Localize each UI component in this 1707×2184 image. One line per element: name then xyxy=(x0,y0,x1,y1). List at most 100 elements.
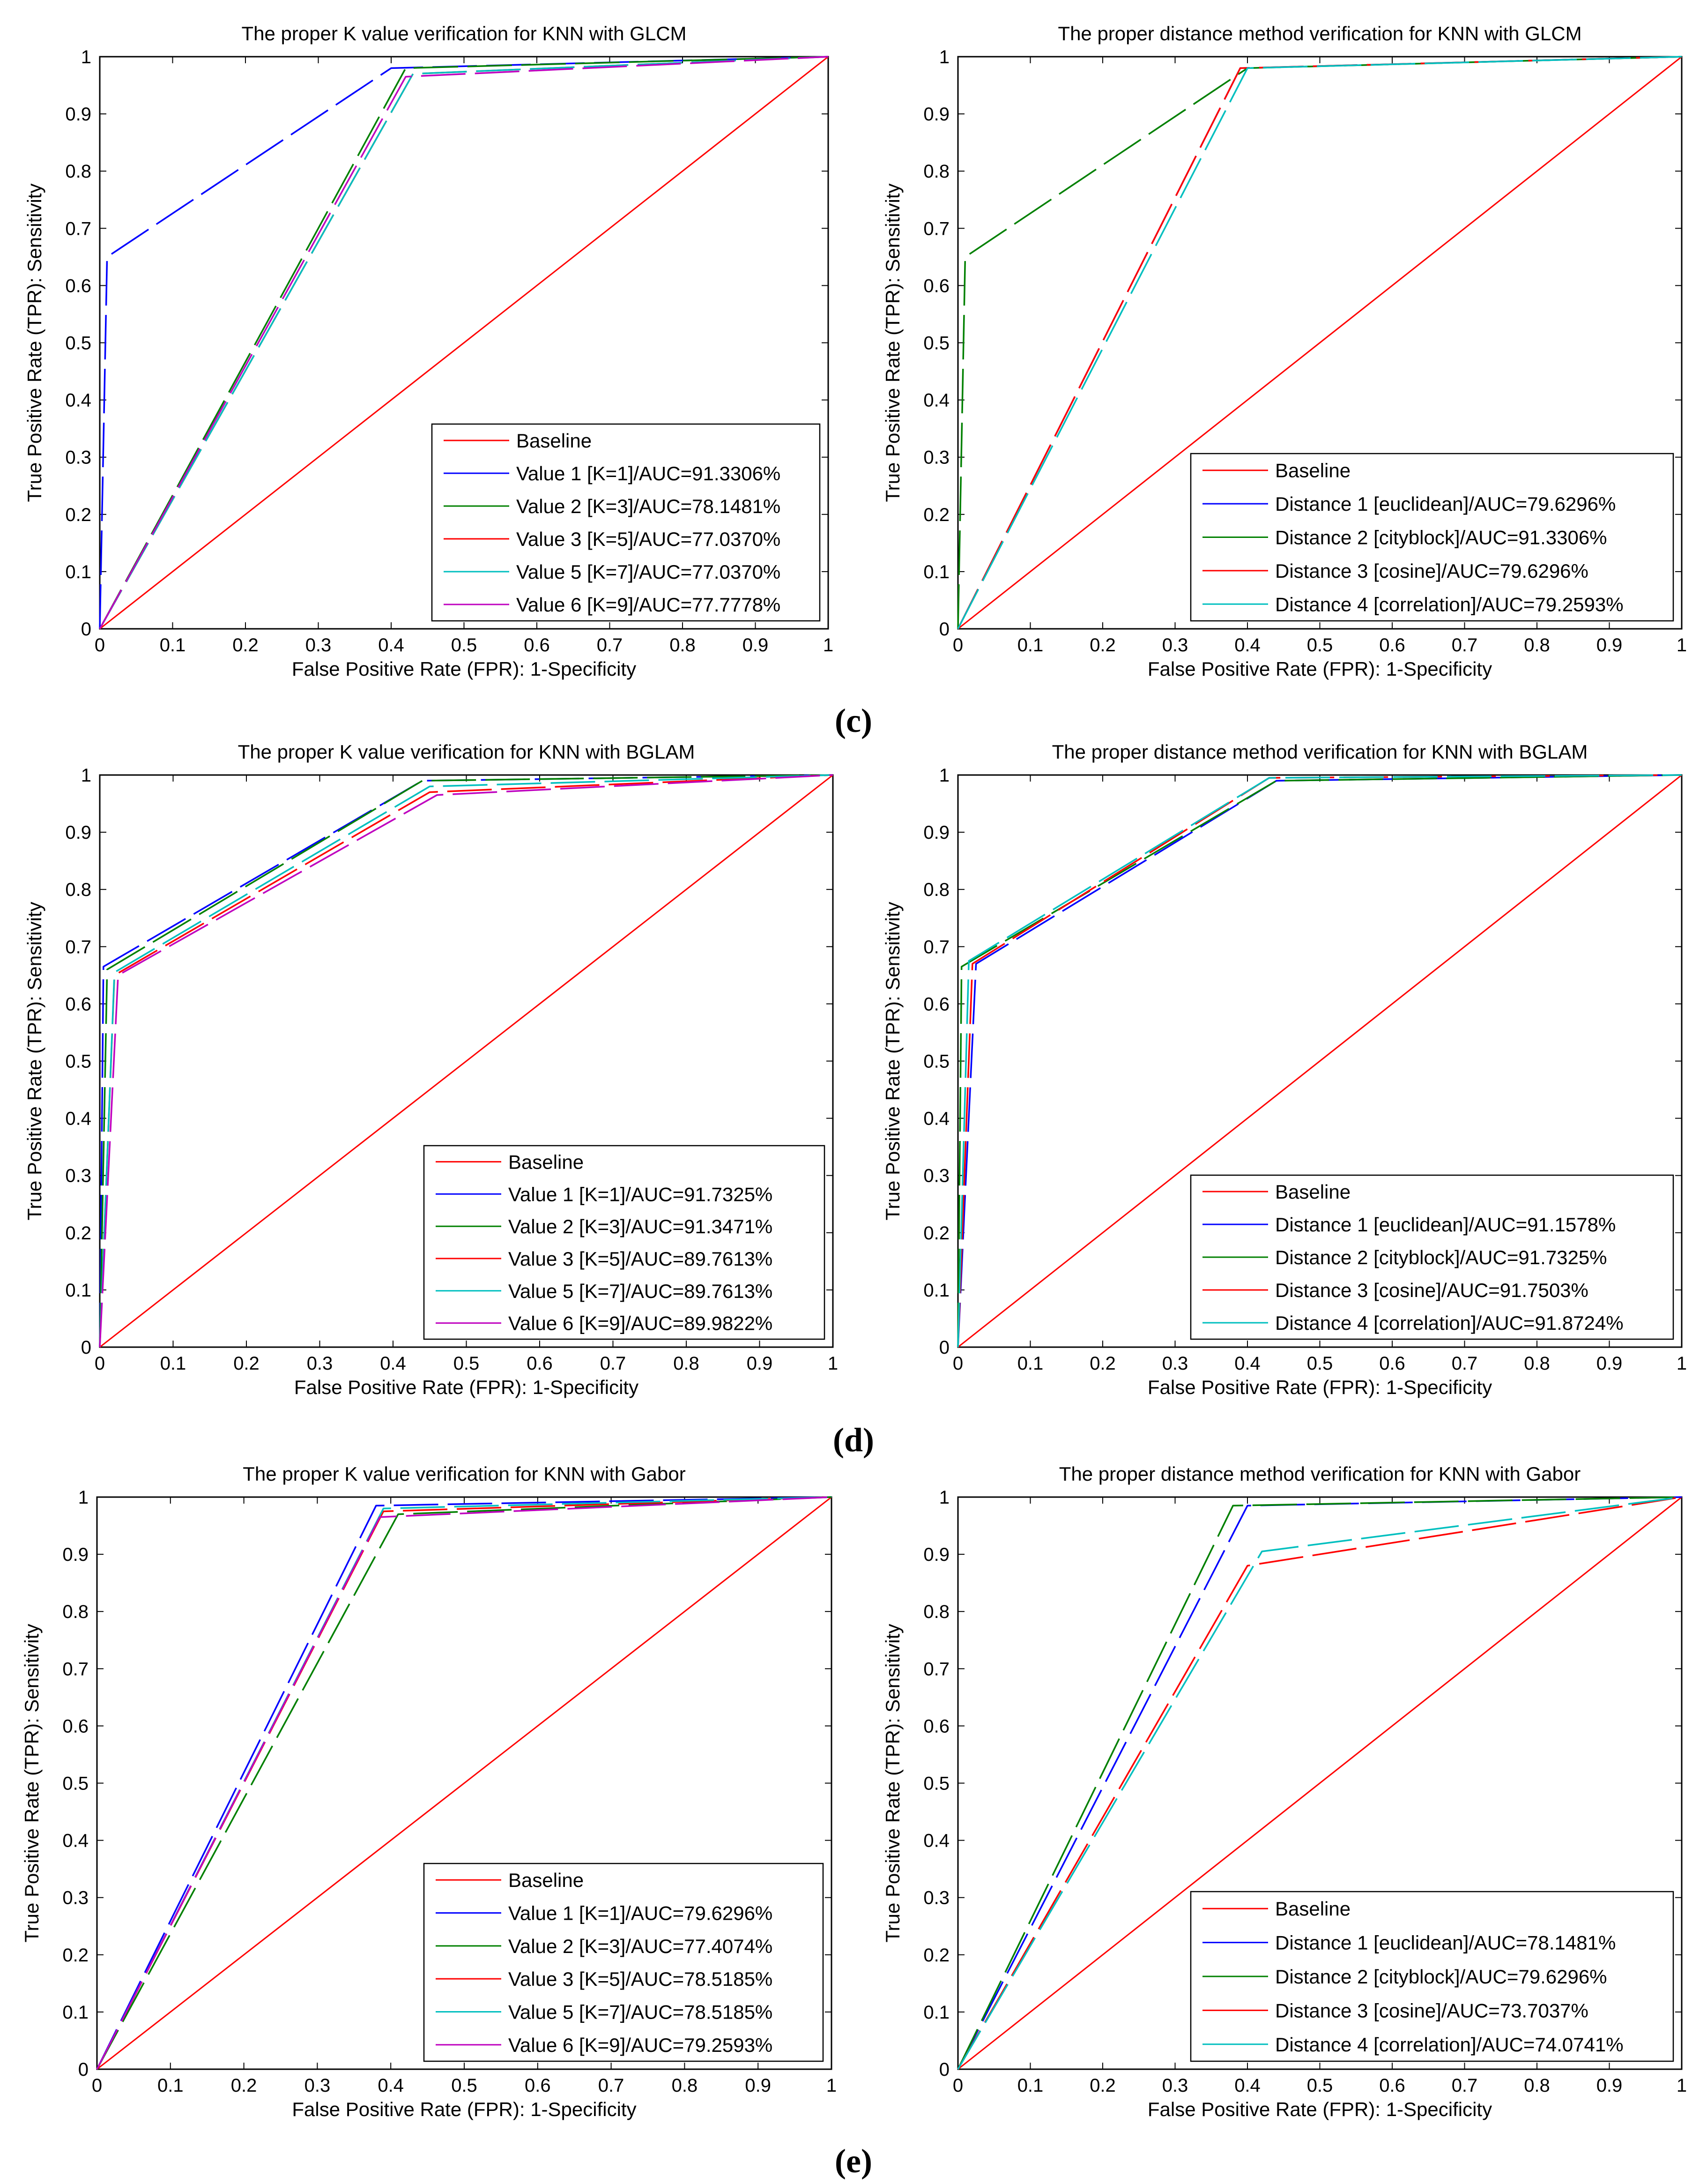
legend-entry: Baseline xyxy=(508,1869,584,1891)
x-tick-label: 0.5 xyxy=(451,635,477,656)
y-tick-label: 0.1 xyxy=(62,2002,89,2023)
x-tick-label: 1 xyxy=(826,2075,837,2096)
x-tick-label: 0.1 xyxy=(1017,2075,1044,2096)
y-tick-label: 0.2 xyxy=(65,1223,91,1244)
y-tick-label: 0.4 xyxy=(923,1831,950,1851)
series-line-5 xyxy=(96,1496,832,2070)
y-tick-label: 0.6 xyxy=(923,994,950,1014)
x-tick-label: 0.6 xyxy=(1379,2075,1405,2096)
x-tick-label: 0.4 xyxy=(1234,635,1261,656)
x-tick-label: 0.8 xyxy=(673,1353,699,1374)
x-tick-label: 0.3 xyxy=(305,635,332,656)
y-axis-label: True Positive Rate (TPR): Sensitivity xyxy=(23,902,45,1221)
legend-box xyxy=(423,1145,825,1340)
legend-entry: Baseline xyxy=(1275,1181,1351,1203)
x-tick-label: 0.8 xyxy=(672,2075,698,2096)
x-tick-label: 0.4 xyxy=(378,2075,404,2096)
chart-title: The proper K value verification for KNN … xyxy=(243,1463,685,1485)
x-tick-label: 0.2 xyxy=(231,2075,257,2096)
series-line-5 xyxy=(957,56,1682,629)
series-line-1 xyxy=(957,56,1682,630)
series-line-6 xyxy=(96,1496,832,2070)
y-tick-label: 0.1 xyxy=(65,562,91,582)
legend-entry: Value 5 [K=7]/AUC=77.0370% xyxy=(516,561,780,583)
chart-4: 0 0.1 0.2 0.3 0.4 0.5 0.6 0.7 0.8 0.9 1 0 0.1 0.2 0.3 0… xyxy=(882,741,1687,1398)
y-tick-label: 0 xyxy=(78,2059,89,2080)
y-tick-label: 0 xyxy=(81,1337,91,1358)
y-tick-label: 0.2 xyxy=(65,505,91,525)
legend-entry: Baseline xyxy=(516,430,592,452)
x-tick-label: 0.9 xyxy=(745,2075,771,2096)
legend-entry: Value 6 [K=9]/AUC=77.7778% xyxy=(516,594,780,616)
y-tick-label: 1 xyxy=(939,47,950,67)
x-axis-label: False Positive Rate (FPR): 1-Specificity xyxy=(294,1376,638,1398)
series-line-4 xyxy=(957,1496,1682,2070)
y-axis-label: True Positive Rate (TPR): Sensitivity xyxy=(882,902,904,1221)
x-tick-label: 0.5 xyxy=(1307,1353,1333,1374)
chart-title: The proper distance method verification … xyxy=(1052,741,1588,763)
x-tick-label: 1 xyxy=(823,635,833,656)
panel-label: (c) xyxy=(835,702,872,739)
y-axis-label: True Positive Rate (TPR): Sensitivity xyxy=(882,184,904,502)
y-tick-label: 1 xyxy=(939,1487,950,1508)
legend-entry: Distance 1 [euclidean]/AUC=79.6296% xyxy=(1275,493,1616,515)
panel-label: (e) xyxy=(835,2142,872,2180)
series-line-3 xyxy=(957,774,1682,1348)
y-tick-label: 0.7 xyxy=(65,218,91,239)
y-tick-label: 0.9 xyxy=(923,822,950,843)
panel-label: (d) xyxy=(833,1421,874,1459)
x-tick-label: 1 xyxy=(1677,1353,1687,1374)
legend-entry: Value 2 [K=3]/AUC=78.1481% xyxy=(516,495,780,517)
x-tick-label: 0.9 xyxy=(742,635,769,656)
y-tick-label: 0.1 xyxy=(923,2002,950,2023)
y-tick-label: 0.7 xyxy=(923,1659,950,1679)
x-tick-label: 0.6 xyxy=(527,1353,553,1374)
y-tick-label: 0.8 xyxy=(62,1602,89,1622)
y-tick-label: 1 xyxy=(81,765,91,786)
legend-entry: Distance 2 [cityblock]/AUC=91.7325% xyxy=(1275,1246,1607,1268)
y-axis-label: True Positive Rate (TPR): Sensitivity xyxy=(21,1624,43,1943)
series-line-5 xyxy=(957,1496,1682,2070)
x-tick-label: 0.6 xyxy=(525,2075,551,2096)
x-tick-label: 0.3 xyxy=(307,1353,333,1374)
legend-box xyxy=(423,1863,824,2062)
x-tick-label: 0.6 xyxy=(1379,1353,1405,1374)
x-tick-label: 0 xyxy=(953,2075,963,2096)
x-axis-label: False Positive Rate (FPR): 1-Specificity xyxy=(292,2098,636,2120)
y-tick-label: 0.6 xyxy=(65,276,91,296)
y-tick-label: 0.2 xyxy=(923,1945,950,1966)
x-tick-label: 0.9 xyxy=(1596,1353,1623,1374)
x-tick-label: 0.6 xyxy=(524,635,550,656)
x-tick-label: 0.7 xyxy=(1452,1353,1478,1374)
series-line-3 xyxy=(957,1496,1682,2070)
x-tick-label: 0.8 xyxy=(1524,635,1550,656)
chart-1: 0 0.1 0.2 0.3 0.4 0.5 0.6 0.7 0.8 0.9 1 0 0.1 0.2 0.3 0… xyxy=(23,22,833,680)
y-tick-label: 0.3 xyxy=(923,1166,950,1186)
series-line-1 xyxy=(99,56,829,630)
x-tick-label: 0 xyxy=(95,1353,105,1374)
x-tick-label: 1 xyxy=(1677,635,1687,656)
x-tick-label: 0.7 xyxy=(598,2075,624,2096)
x-tick-label: 0.1 xyxy=(1017,1353,1044,1374)
x-axis-label: False Positive Rate (FPR): 1-Specificity xyxy=(1148,1376,1492,1398)
y-tick-label: 0.6 xyxy=(923,1716,950,1737)
x-tick-label: 0.4 xyxy=(1234,1353,1261,1374)
y-tick-label: 0.5 xyxy=(65,1051,91,1072)
legend-entry: Value 5 [K=7]/AUC=78.5185% xyxy=(508,2001,772,2023)
x-axis-label: False Positive Rate (FPR): 1-Specificity xyxy=(1148,658,1492,680)
y-axis-label: True Positive Rate (TPR): Sensitivity xyxy=(23,184,45,502)
legend-entry: Value 1 [K=1]/AUC=79.6296% xyxy=(508,1902,772,1924)
x-tick-label: 0.5 xyxy=(453,1353,480,1374)
y-tick-label: 0.9 xyxy=(923,104,950,125)
chart-title: The proper K value verification for KNN … xyxy=(241,22,686,45)
x-tick-label: 0 xyxy=(92,2075,102,2096)
legend-entry: Distance 4 [correlation]/AUC=79.2593% xyxy=(1275,593,1624,615)
y-tick-label: 1 xyxy=(81,47,91,67)
y-tick-label: 0.8 xyxy=(923,1602,950,1622)
legend-entry: Value 3 [K=5]/AUC=89.7613% xyxy=(508,1248,772,1270)
legend-entry: Distance 3 [cosine]/AUC=91.7503% xyxy=(1275,1279,1588,1301)
y-tick-label: 0 xyxy=(939,1337,950,1358)
x-tick-label: 0.5 xyxy=(451,2075,477,2096)
y-tick-label: 0 xyxy=(939,619,950,640)
